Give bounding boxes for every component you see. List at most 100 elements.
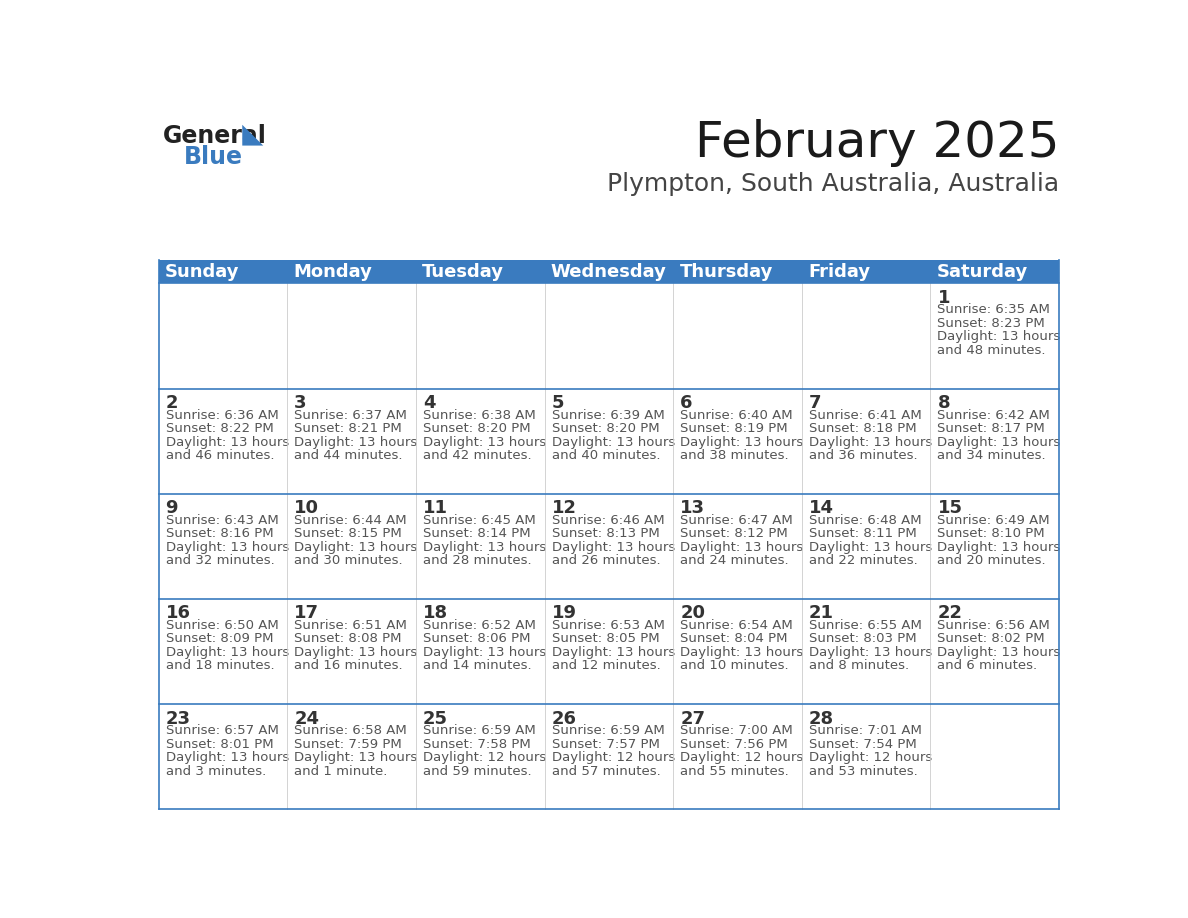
Text: Wednesday: Wednesday: [551, 263, 666, 281]
Text: and 53 minutes.: and 53 minutes.: [809, 765, 917, 778]
Text: and 22 minutes.: and 22 minutes.: [809, 554, 917, 567]
Bar: [287, 704, 416, 810]
Text: and 40 minutes.: and 40 minutes.: [551, 449, 661, 462]
Text: Tuesday: Tuesday: [422, 263, 505, 281]
Bar: [802, 599, 930, 704]
Text: Sunset: 8:08 PM: Sunset: 8:08 PM: [295, 633, 402, 645]
Bar: [544, 261, 674, 284]
Text: 19: 19: [551, 604, 576, 622]
Bar: [287, 494, 416, 599]
Text: Sunrise: 6:50 AM: Sunrise: 6:50 AM: [165, 619, 278, 632]
Text: Daylight: 13 hours: Daylight: 13 hours: [809, 541, 933, 554]
Text: 21: 21: [809, 604, 834, 622]
Text: 14: 14: [809, 499, 834, 517]
Text: Sunset: 8:21 PM: Sunset: 8:21 PM: [295, 422, 402, 435]
Text: Sunrise: 6:59 AM: Sunrise: 6:59 AM: [423, 724, 536, 737]
Text: Sunset: 8:22 PM: Sunset: 8:22 PM: [165, 422, 273, 435]
Text: Sunrise: 6:47 AM: Sunrise: 6:47 AM: [681, 514, 792, 527]
Text: and 6 minutes.: and 6 minutes.: [937, 659, 1037, 672]
Text: 10: 10: [295, 499, 320, 517]
Text: Daylight: 13 hours: Daylight: 13 hours: [295, 435, 417, 449]
Bar: [416, 599, 544, 704]
Text: Daylight: 13 hours: Daylight: 13 hours: [295, 751, 417, 764]
Bar: [802, 494, 930, 599]
Text: Sunrise: 7:00 AM: Sunrise: 7:00 AM: [681, 724, 792, 737]
Bar: [287, 599, 416, 704]
Text: 15: 15: [937, 499, 962, 517]
Text: and 36 minutes.: and 36 minutes.: [809, 449, 917, 462]
Text: Sunset: 7:56 PM: Sunset: 7:56 PM: [681, 738, 788, 751]
Text: Daylight: 13 hours: Daylight: 13 hours: [423, 646, 546, 659]
Text: and 46 minutes.: and 46 minutes.: [165, 449, 274, 462]
Text: and 1 minute.: and 1 minute.: [295, 765, 387, 778]
Bar: [674, 284, 802, 388]
Text: Daylight: 13 hours: Daylight: 13 hours: [681, 435, 803, 449]
Text: 7: 7: [809, 394, 821, 412]
Bar: [930, 704, 1060, 810]
Text: Sunset: 8:14 PM: Sunset: 8:14 PM: [423, 527, 531, 541]
Text: Daylight: 13 hours: Daylight: 13 hours: [681, 541, 803, 554]
Text: Sunrise: 6:35 AM: Sunrise: 6:35 AM: [937, 304, 1050, 317]
Text: Plympton, South Australia, Australia: Plympton, South Australia, Australia: [607, 172, 1060, 196]
Text: Sunset: 8:04 PM: Sunset: 8:04 PM: [681, 633, 788, 645]
Bar: [802, 284, 930, 388]
Text: Daylight: 13 hours: Daylight: 13 hours: [551, 435, 675, 449]
Text: Sunset: 8:11 PM: Sunset: 8:11 PM: [809, 527, 917, 541]
Text: Sunset: 7:57 PM: Sunset: 7:57 PM: [551, 738, 659, 751]
Text: Sunrise: 6:55 AM: Sunrise: 6:55 AM: [809, 619, 922, 632]
Bar: [674, 261, 802, 284]
Text: Sunset: 8:16 PM: Sunset: 8:16 PM: [165, 527, 273, 541]
Text: Sunset: 8:13 PM: Sunset: 8:13 PM: [551, 527, 659, 541]
Text: Sunset: 8:03 PM: Sunset: 8:03 PM: [809, 633, 916, 645]
Bar: [158, 704, 287, 810]
Text: and 26 minutes.: and 26 minutes.: [551, 554, 661, 567]
Text: 16: 16: [165, 604, 190, 622]
Text: Daylight: 13 hours: Daylight: 13 hours: [165, 435, 289, 449]
Bar: [287, 388, 416, 494]
Text: 17: 17: [295, 604, 320, 622]
Text: and 18 minutes.: and 18 minutes.: [165, 659, 274, 672]
Text: Daylight: 13 hours: Daylight: 13 hours: [937, 435, 1061, 449]
Text: Sunset: 8:20 PM: Sunset: 8:20 PM: [551, 422, 659, 435]
Text: 13: 13: [681, 499, 706, 517]
Text: Sunrise: 6:59 AM: Sunrise: 6:59 AM: [551, 724, 664, 737]
Bar: [287, 261, 416, 284]
Text: Daylight: 13 hours: Daylight: 13 hours: [809, 435, 933, 449]
Bar: [802, 388, 930, 494]
Text: General: General: [163, 124, 266, 148]
Text: and 55 minutes.: and 55 minutes.: [681, 765, 789, 778]
Bar: [930, 599, 1060, 704]
Text: and 14 minutes.: and 14 minutes.: [423, 659, 531, 672]
Bar: [416, 494, 544, 599]
Bar: [930, 261, 1060, 284]
Text: Daylight: 13 hours: Daylight: 13 hours: [423, 541, 546, 554]
Bar: [802, 704, 930, 810]
Text: and 57 minutes.: and 57 minutes.: [551, 765, 661, 778]
Text: and 10 minutes.: and 10 minutes.: [681, 659, 789, 672]
Bar: [544, 599, 674, 704]
Text: Daylight: 12 hours: Daylight: 12 hours: [423, 751, 546, 764]
Text: Sunset: 8:02 PM: Sunset: 8:02 PM: [937, 633, 1045, 645]
Text: Thursday: Thursday: [680, 263, 773, 281]
Text: Sunset: 8:05 PM: Sunset: 8:05 PM: [551, 633, 659, 645]
Text: Friday: Friday: [808, 263, 871, 281]
Text: Sunrise: 6:42 AM: Sunrise: 6:42 AM: [937, 409, 1050, 421]
Bar: [544, 704, 674, 810]
Text: 27: 27: [681, 710, 706, 728]
Text: Sunset: 8:19 PM: Sunset: 8:19 PM: [681, 422, 788, 435]
Text: Sunset: 8:10 PM: Sunset: 8:10 PM: [937, 527, 1045, 541]
Text: Sunrise: 6:40 AM: Sunrise: 6:40 AM: [681, 409, 792, 421]
Text: Daylight: 13 hours: Daylight: 13 hours: [551, 646, 675, 659]
Bar: [287, 284, 416, 388]
Text: Daylight: 13 hours: Daylight: 13 hours: [809, 646, 933, 659]
Text: February 2025: February 2025: [695, 119, 1060, 167]
Text: and 12 minutes.: and 12 minutes.: [551, 659, 661, 672]
Text: 12: 12: [551, 499, 576, 517]
Bar: [930, 388, 1060, 494]
Text: 11: 11: [423, 499, 448, 517]
Text: 23: 23: [165, 710, 190, 728]
Polygon shape: [242, 125, 264, 146]
Text: Sunrise: 6:52 AM: Sunrise: 6:52 AM: [423, 619, 536, 632]
Text: Sunset: 8:12 PM: Sunset: 8:12 PM: [681, 527, 788, 541]
Text: Daylight: 13 hours: Daylight: 13 hours: [937, 330, 1061, 343]
